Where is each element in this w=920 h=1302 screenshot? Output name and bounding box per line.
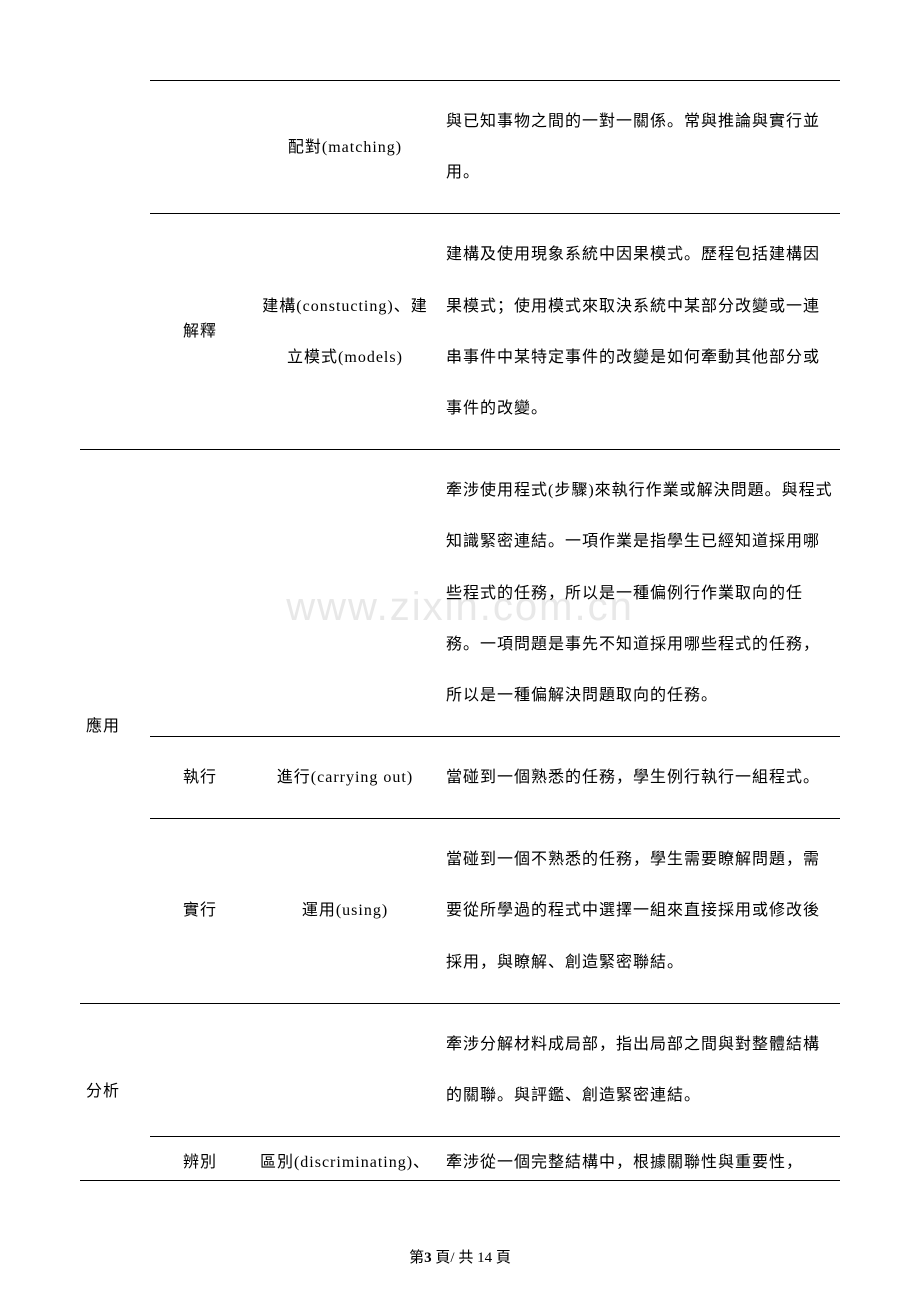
table-row: 應用牽涉使用程式(步驟)來執行作業或解決問題。與程式知識緊密連結。一項作業是指學… [80, 450, 840, 737]
footer-prefix: 第 [409, 1250, 424, 1266]
category-cell: 應用 [80, 450, 150, 1004]
footer-page-total: 14 [477, 1250, 492, 1266]
subcategory-cell: 實行 [150, 819, 250, 1004]
subcategory-cell: 執行 [150, 737, 250, 819]
table-row: 辨別區別(discriminating)、牽涉從一個完整結構中，根據關聯性與重要… [80, 1137, 840, 1181]
description-cell: 當碰到一個不熟悉的任務，學生需要瞭解問題，需要從所學過的程式中選擇一組來直接採用… [440, 819, 840, 1004]
subcategory-cell [150, 1003, 250, 1136]
term-cell [250, 450, 440, 737]
table-row: 執行進行(carrying out)當碰到一個熟悉的任務，學生例行執行一組程式。 [80, 737, 840, 819]
description-cell: 與已知事物之間的一對一關係。常與推論與實行並用。 [440, 81, 840, 214]
taxonomy-table: 配對(matching)與已知事物之間的一對一關係。常與推論與實行並用。解釋建構… [80, 80, 840, 1181]
category-cell [80, 81, 150, 450]
term-cell: 建構(constucting)、建立模式(models) [250, 214, 440, 450]
footer-middle: 頁/ 共 [435, 1250, 473, 1266]
term-cell: 運用(using) [250, 819, 440, 1004]
table-row: 實行運用(using)當碰到一個不熟悉的任務，學生需要瞭解問題，需要從所學過的程… [80, 819, 840, 1004]
table-row: 配對(matching)與已知事物之間的一對一關係。常與推論與實行並用。 [80, 81, 840, 214]
description-cell: 牽涉從一個完整結構中，根據關聯性與重要性， [440, 1137, 840, 1181]
table-row: 分析牽涉分解材料成局部，指出局部之間與對整體結構的關聯。與評鑑、創造緊密連結。 [80, 1003, 840, 1136]
term-cell: 區別(discriminating)、 [250, 1137, 440, 1181]
footer-suffix: 頁 [496, 1250, 511, 1266]
page-footer: 第3 頁/ 共 14 頁 [0, 1246, 920, 1267]
category-cell: 分析 [80, 1003, 150, 1180]
term-cell [250, 1003, 440, 1136]
description-cell: 牽涉使用程式(步驟)來執行作業或解決問題。與程式知識緊密連結。一項作業是指學生已… [440, 450, 840, 737]
subcategory-cell [150, 450, 250, 737]
subcategory-cell: 解釋 [150, 214, 250, 450]
footer-page-current: 3 [424, 1250, 432, 1266]
description-cell: 建構及使用現象系統中因果模式。歷程包括建構因果模式；使用模式來取決系統中某部分改… [440, 214, 840, 450]
description-cell: 牽涉分解材料成局部，指出局部之間與對整體結構的關聯。與評鑑、創造緊密連結。 [440, 1003, 840, 1136]
term-cell: 進行(carrying out) [250, 737, 440, 819]
term-cell: 配對(matching) [250, 81, 440, 214]
table-row: 解釋建構(constucting)、建立模式(models)建構及使用現象系統中… [80, 214, 840, 450]
subcategory-cell: 辨別 [150, 1137, 250, 1181]
description-cell: 當碰到一個熟悉的任務，學生例行執行一組程式。 [440, 737, 840, 819]
subcategory-cell [150, 81, 250, 214]
